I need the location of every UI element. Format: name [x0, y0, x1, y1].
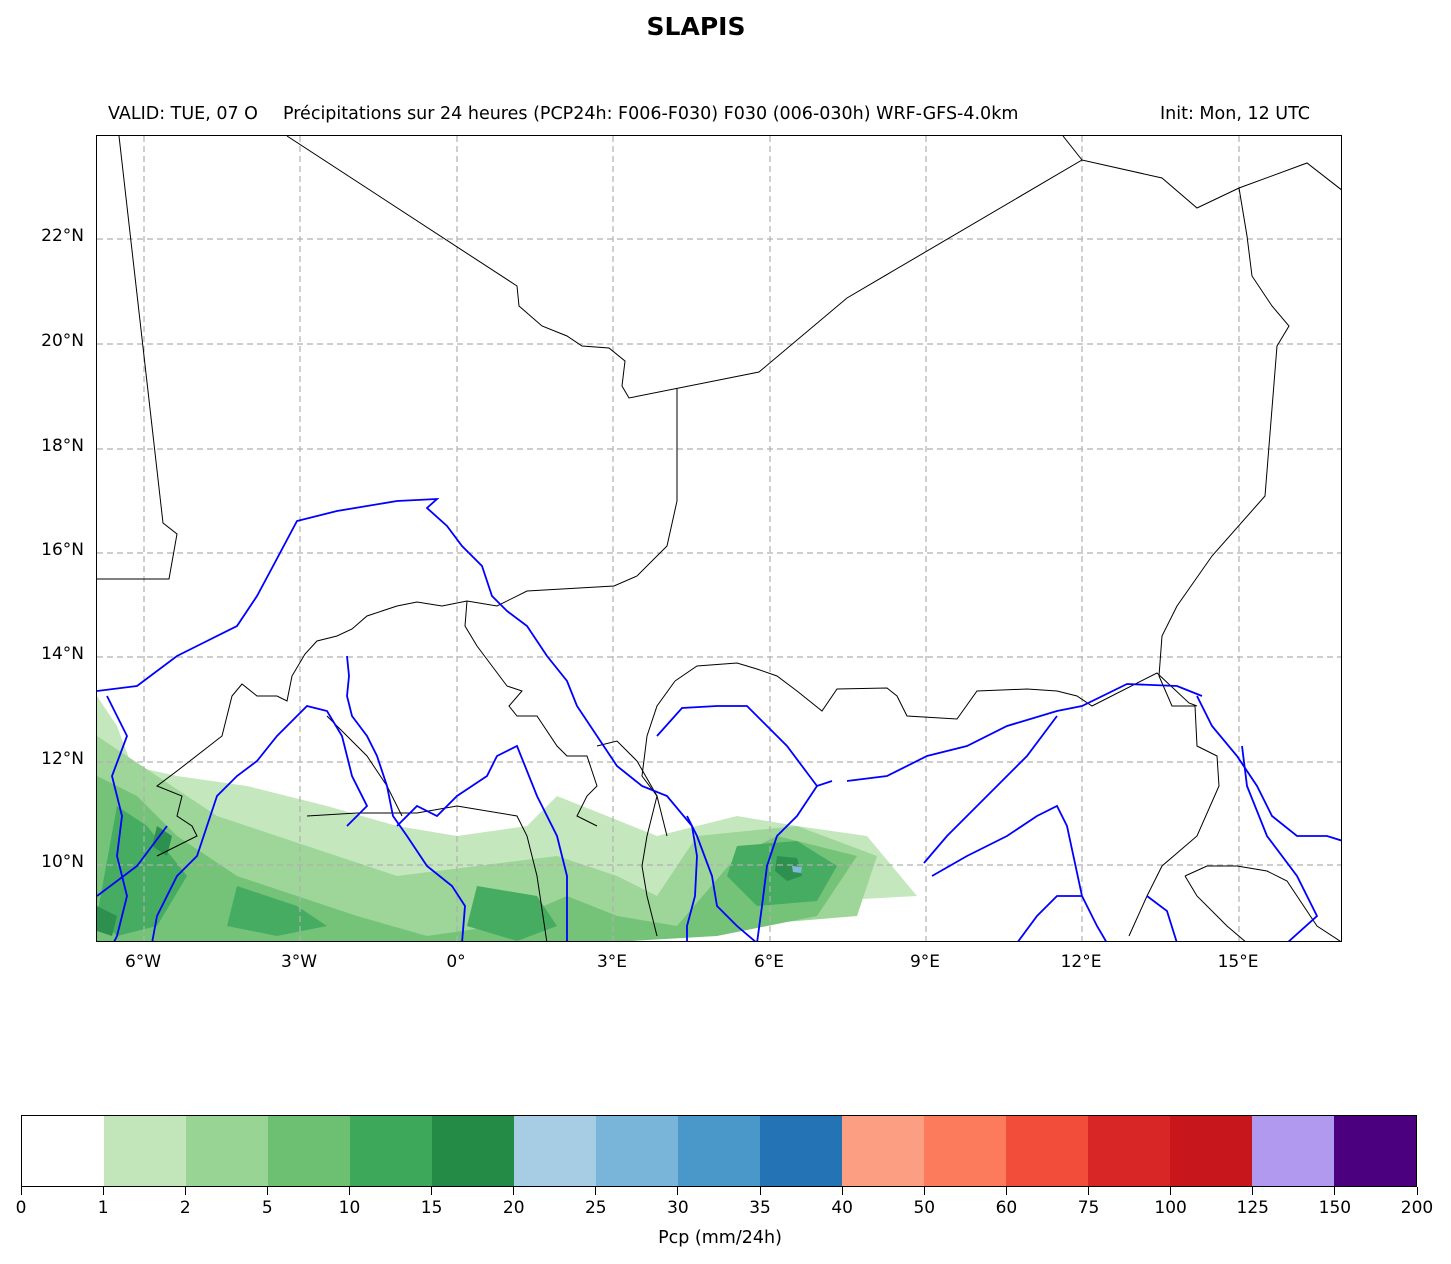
colorbar-tick: [923, 1187, 925, 1195]
colorbar-tick-label: 30: [667, 1198, 689, 1218]
colorbar-tick: [1088, 1187, 1090, 1195]
colorbar-tick: [1005, 1187, 1007, 1195]
chart-title: SLAPIS: [646, 12, 746, 41]
colorbar-segment: [760, 1116, 842, 1186]
colorbar-tick: [431, 1187, 433, 1195]
colorbar-segment: [1006, 1116, 1088, 1186]
colorbar-segment: [596, 1116, 678, 1186]
colorbar-tick: [184, 1187, 186, 1195]
colorbar-tick-label: 15: [420, 1198, 443, 1218]
colorbar-tick-label: 200: [1400, 1198, 1434, 1218]
colorbar-tick-label: 125: [1236, 1198, 1269, 1218]
colorbar-tick-label: 60: [995, 1198, 1018, 1218]
colorbar-tick: [1170, 1187, 1172, 1195]
colorbar-tick-label: 40: [831, 1198, 853, 1218]
colorbar-tick-label: 2: [179, 1198, 191, 1218]
colorbar-tick: [1416, 1187, 1418, 1195]
lon-label-3w: 3°W: [280, 952, 318, 972]
colorbar: [21, 1115, 1417, 1187]
lat-label-22n: 22°N: [41, 226, 84, 246]
valid-time-label: VALID: TUE, 07 O: [108, 104, 258, 124]
colorbar-tick-label: 150: [1318, 1198, 1352, 1218]
product-title: Précipitations sur 24 heures (PCP24h: F0…: [283, 104, 1019, 124]
colorbar-segment: [514, 1116, 596, 1186]
colorbar-segment: [1334, 1116, 1416, 1186]
colorbar-tick: [348, 1187, 350, 1195]
colorbar-segment: [1252, 1116, 1334, 1186]
colorbar-tick: [266, 1187, 268, 1195]
colorbar-tick: [513, 1187, 515, 1195]
colorbar-tick-label: 35: [749, 1198, 771, 1218]
colorbar-segment: [842, 1116, 924, 1186]
colorbar-segment: [268, 1116, 350, 1186]
colorbar-tick-label: 20: [502, 1198, 525, 1218]
colorbar-tick-label: 50: [913, 1198, 936, 1218]
colorbar-tick: [20, 1187, 22, 1195]
colorbar-tick: [102, 1187, 104, 1195]
colorbar-tick-label: 5: [261, 1198, 273, 1218]
colorbar-segment: [1088, 1116, 1170, 1186]
lat-label-18n: 18°N: [41, 436, 84, 456]
lat-label-12n: 12°N: [41, 749, 84, 769]
colorbar-label: Pcp (mm/24h): [658, 1228, 782, 1248]
colorbar-tick-label: 75: [1077, 1198, 1100, 1218]
colorbar-tick-label: 100: [1154, 1198, 1187, 1218]
lon-label-15e: 15°E: [1217, 952, 1259, 972]
lon-label-12e: 12°E: [1060, 952, 1102, 972]
lon-label-9e: 9°E: [909, 952, 941, 972]
colorbar-tick: [841, 1187, 843, 1195]
lat-label-10n: 10°N: [41, 852, 84, 872]
lat-label-16n: 16°N: [41, 540, 84, 560]
lon-label-6e: 6°E: [753, 952, 785, 972]
colorbar-tick: [595, 1187, 597, 1195]
colorbar-segment: [1170, 1116, 1252, 1186]
country-borders: [97, 136, 1341, 941]
precipitation-map: [96, 135, 1342, 942]
colorbar-segment: [22, 1116, 104, 1186]
colorbar-segment: [678, 1116, 760, 1186]
lon-label-3e: 3°E: [596, 952, 628, 972]
colorbar-tick-label: 10: [338, 1198, 361, 1218]
colorbar-tick: [1334, 1187, 1336, 1195]
colorbar-segment: [432, 1116, 514, 1186]
colorbar-segment: [104, 1116, 186, 1186]
lat-label-14n: 14°N: [41, 644, 84, 664]
lat-label-20n: 20°N: [41, 331, 84, 351]
init-time-label: Init: Mon, 12 UTC: [1160, 104, 1310, 124]
colorbar-tick-label: 1: [97, 1198, 109, 1218]
rivers: [97, 497, 1341, 941]
colorbar-tick-label: 0: [15, 1198, 27, 1218]
graticule: [97, 136, 1341, 941]
colorbar-segment: [924, 1116, 1006, 1186]
colorbar-segment: [186, 1116, 268, 1186]
lon-label-6w: 6°W: [124, 952, 162, 972]
colorbar-tick: [759, 1187, 761, 1195]
lon-label-0: 0°: [446, 952, 466, 972]
colorbar-tick: [1252, 1187, 1254, 1195]
colorbar-tick: [677, 1187, 679, 1195]
colorbar-tick-label: 25: [584, 1198, 607, 1218]
colorbar-segment: [350, 1116, 432, 1186]
map-canvas: [97, 136, 1341, 941]
